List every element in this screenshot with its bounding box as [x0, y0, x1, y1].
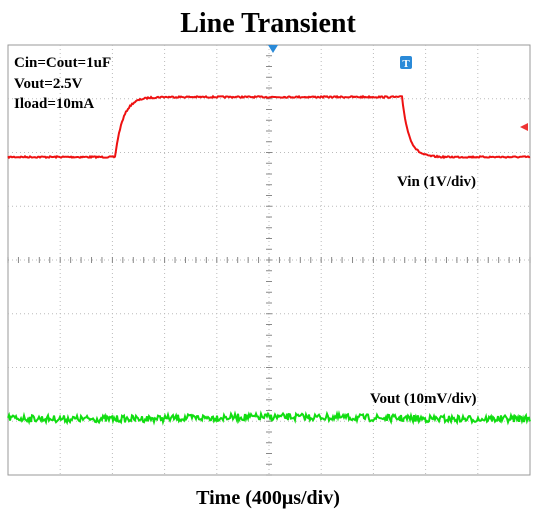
t-marker-letter: T — [402, 58, 410, 70]
note: Iload=10mA — [14, 96, 94, 112]
note: Cin=Cout=1uF — [14, 55, 111, 71]
trigger-marker — [268, 45, 278, 53]
vout-trace — [7, 410, 531, 426]
note: Vout=2.5V — [14, 76, 83, 92]
trace-label: Vout (10mV/div) — [370, 391, 477, 407]
level-marker — [520, 123, 528, 131]
title: Line Transient — [180, 8, 356, 39]
vin-trace — [7, 94, 531, 160]
trace-label: Vin (1V/div) — [397, 174, 476, 190]
scope-screen: T — [7, 44, 531, 476]
x-label: Time (400μs/div) — [196, 487, 340, 509]
t-marker — [400, 56, 412, 69]
grid — [7, 44, 531, 476]
